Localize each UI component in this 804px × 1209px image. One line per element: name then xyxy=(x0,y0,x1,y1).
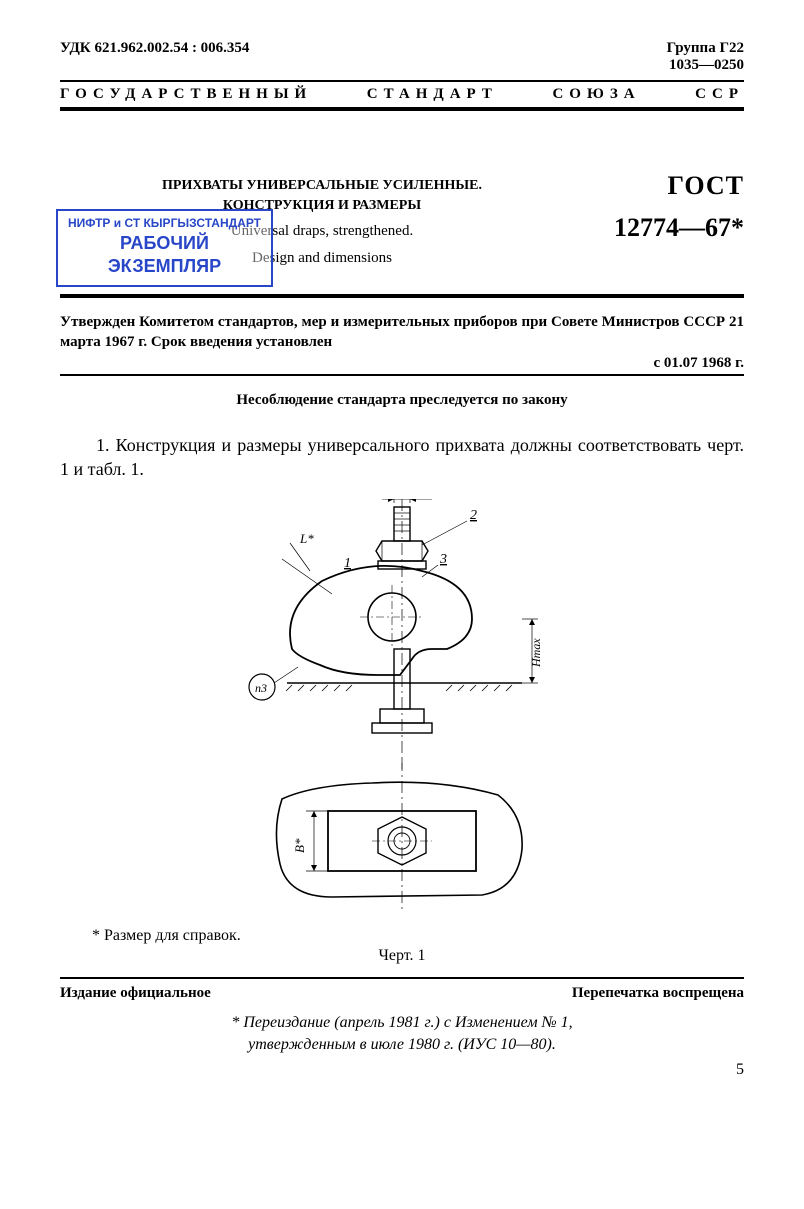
approval-text: Утвержден Комитетом стандартов, мер и из… xyxy=(60,312,744,353)
working-copy-stamp: НИФТР и СТ КЫРГЫЗСТАНДАРТ РАБОЧИЙ ЭКЗЕМП… xyxy=(56,209,273,287)
doc-code: 1035—0250 xyxy=(667,57,744,74)
reprint-note: * Переиздание (апрель 1981 г.) с Изменен… xyxy=(100,1012,704,1055)
title-ru-1: ПРИХВАТЫ УНИВЕРСАЛЬНЫЕ УСИЛЕННЫЕ. xyxy=(60,176,584,196)
banner: ГОСУДАРСТВЕННЫЙ СТАНДАРТ СОЮЗА ССР xyxy=(60,80,744,111)
engineering-drawing: d* 2 1 3 L* xyxy=(222,499,582,919)
stamp-line3: ЭКЗЕМПЛЯР xyxy=(68,255,261,278)
callout-1: 1 xyxy=(344,556,351,571)
title-left: ПРИХВАТЫ УНИВЕРСАЛЬНЫЕ УСИЛЕННЫЕ. КОНСТР… xyxy=(60,171,584,269)
footer-right: Перепечатка воспрещена xyxy=(572,985,744,1002)
law-note: Несоблюдение стандарта преследуется по з… xyxy=(60,392,744,409)
stamp-line2: РАБОЧИЙ xyxy=(68,232,261,255)
body-paragraph-1: 1. Конструкция и размеры универсального … xyxy=(60,433,744,482)
gost-block: ГОСТ 12774—67* xyxy=(614,171,744,243)
footer-row: Издание официальное Перепечатка воспреще… xyxy=(60,985,744,1002)
footer-left: Издание официальное xyxy=(60,985,211,1002)
callout-3: 3 xyxy=(439,552,447,567)
reprint-line2: утвержденным в июле 1980 г. (ИУС 10—80). xyxy=(100,1034,704,1056)
diagram-wrap: d* 2 1 3 L* xyxy=(60,499,744,919)
reference-note: * Размер для справок. xyxy=(60,927,744,945)
footer-rule xyxy=(60,977,744,979)
header-row: УДК 621.962.002.54 : 006.354 Группа Г22 … xyxy=(60,40,744,74)
stamp-line1: НИФТР и СТ КЫРГЫЗСТАНДАРТ xyxy=(68,216,261,231)
gost-number: 12774—67* xyxy=(614,213,744,243)
page-number: 5 xyxy=(60,1061,744,1079)
dim-hmax: Hmax xyxy=(529,638,543,668)
reprint-line1: * Переиздание (апрель 1981 г.) с Изменен… xyxy=(100,1012,704,1034)
divider-rule xyxy=(60,294,744,298)
dim-l: L* xyxy=(299,531,314,546)
header-right: Группа Г22 1035—0250 xyxy=(667,40,744,74)
group-label: Группа Г22 xyxy=(667,40,744,57)
udk-code: УДК 621.962.002.54 : 006.354 xyxy=(60,40,249,74)
approval-date: с 01.07 1968 г. xyxy=(60,355,744,376)
callout-n3: n3 xyxy=(255,681,267,695)
callout-2: 2 xyxy=(470,508,477,523)
gost-label: ГОСТ xyxy=(614,171,744,201)
title-block: ПРИХВАТЫ УНИВЕРСАЛЬНЫЕ УСИЛЕННЫЕ. КОНСТР… xyxy=(60,171,744,269)
figure-label: Черт. 1 xyxy=(60,947,744,965)
dim-b: B* xyxy=(292,838,307,853)
